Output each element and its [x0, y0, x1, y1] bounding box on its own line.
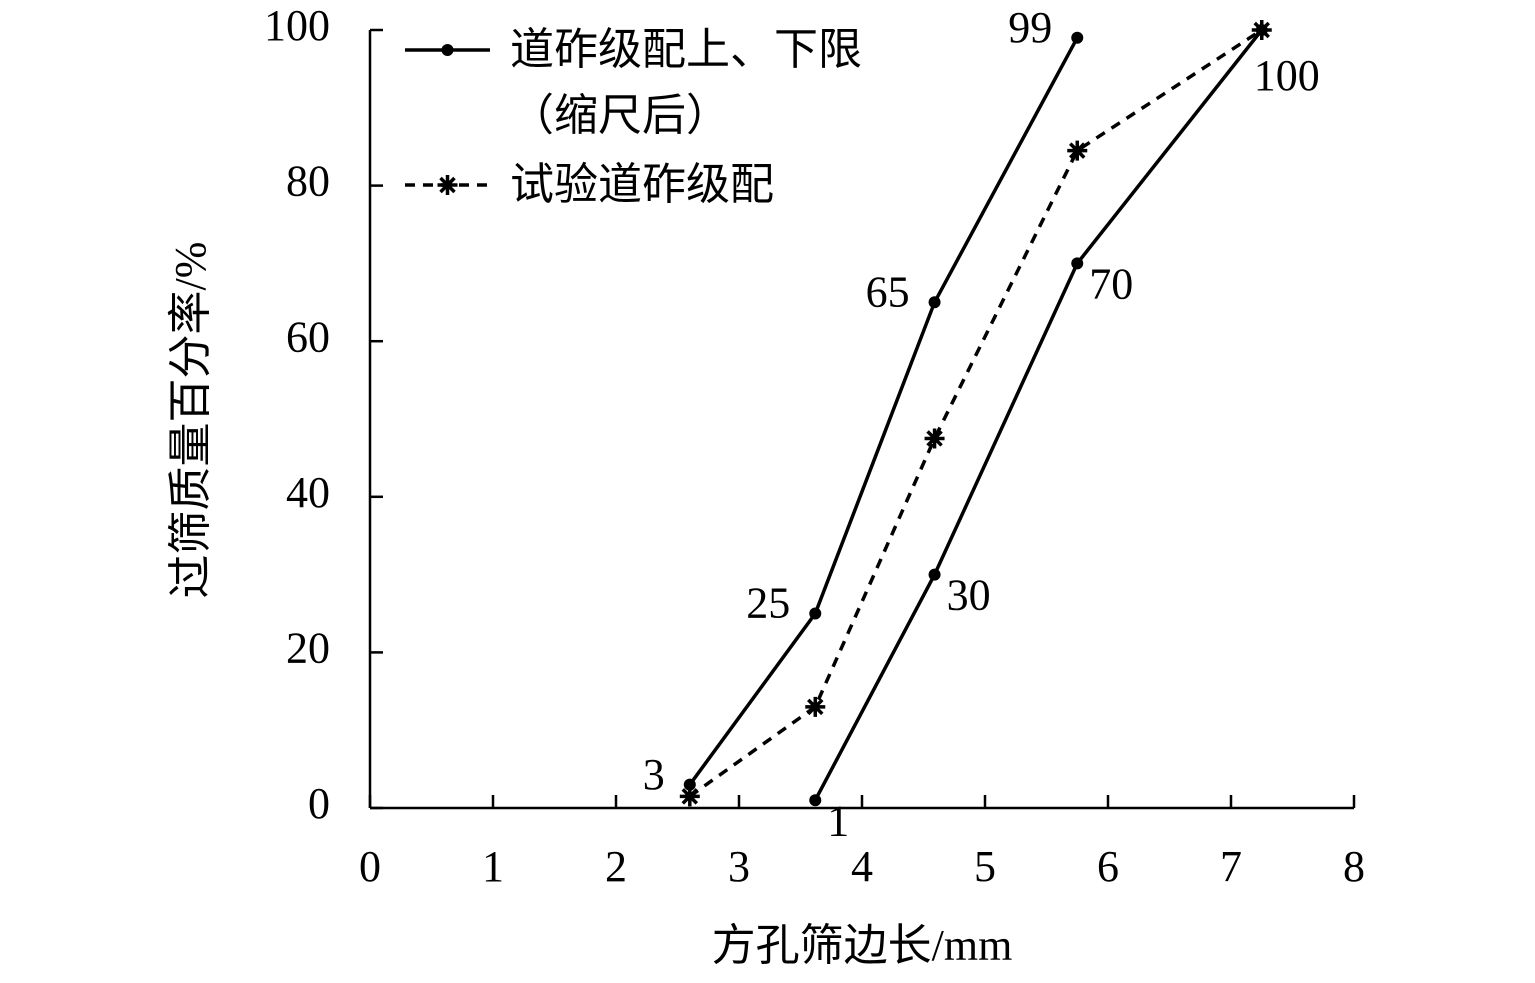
x-tick-label: 3 — [728, 842, 750, 891]
marker — [809, 607, 822, 620]
data-label: 3 — [643, 750, 665, 799]
x-tick-label: 0 — [359, 842, 381, 891]
marker — [1067, 140, 1088, 161]
y-tick-label: 100 — [264, 1, 330, 50]
series-line — [688, 36, 1079, 786]
x-axis-title: 方孔筛边长/mm — [712, 921, 1013, 970]
x-tick-label: 5 — [974, 842, 996, 891]
legend-label: 道砟级配上、下限 （缩尺后） — [510, 25, 862, 140]
y-tick-label: 80 — [286, 157, 330, 206]
data-label: 99 — [1008, 3, 1052, 52]
x-tick-label: 1 — [482, 842, 504, 891]
data-label: 100 — [1254, 51, 1320, 100]
marker — [924, 428, 945, 449]
series-line — [813, 28, 1264, 802]
data-label: 25 — [746, 579, 790, 628]
marker — [1071, 31, 1084, 44]
y-tick-label: 40 — [286, 468, 330, 517]
data-label: 30 — [947, 571, 991, 620]
x-tick-label: 2 — [605, 842, 627, 891]
marker — [1251, 20, 1272, 40]
y-tick-label: 0 — [308, 779, 330, 828]
legend-marker — [437, 175, 458, 195]
marker — [928, 296, 941, 309]
marker — [679, 786, 700, 807]
x-tick-label: 7 — [1220, 842, 1242, 891]
x-tick-label: 4 — [851, 842, 873, 891]
marker — [1071, 257, 1084, 270]
y-tick-label: 60 — [286, 312, 330, 361]
x-tick-label: 8 — [1343, 842, 1365, 891]
y-tick-label: 20 — [286, 623, 330, 672]
data-label: 70 — [1089, 259, 1133, 308]
legend-label: 试验道砟级配 — [510, 160, 774, 209]
data-label: 1 — [827, 796, 849, 845]
x-tick-label: 6 — [1097, 842, 1119, 891]
data-label: 65 — [866, 267, 910, 316]
legend-marker — [441, 44, 454, 56]
marker — [683, 778, 696, 791]
marker — [928, 568, 941, 581]
y-axis-title: 过筛质量百分率/% — [166, 242, 215, 599]
marker — [805, 696, 826, 717]
marker — [809, 794, 822, 807]
